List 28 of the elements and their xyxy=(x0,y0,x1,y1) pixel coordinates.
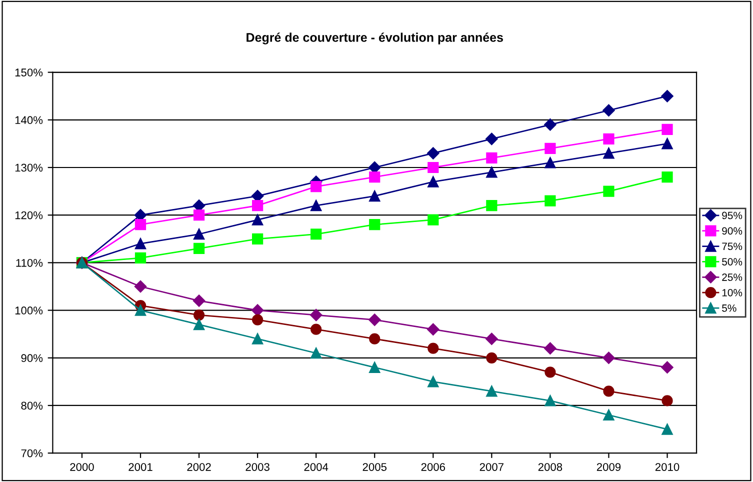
x-tick-label: 2008 xyxy=(538,463,562,471)
x-tick-label: 2001 xyxy=(128,463,152,471)
y-tick-label: 130% xyxy=(15,164,43,172)
y-tick-label: 140% xyxy=(15,116,43,124)
y-tick-label: 70% xyxy=(21,449,43,458)
chart-title: Degré de couverture - évolution par années xyxy=(246,32,503,44)
y-tick-label: 80% xyxy=(21,402,43,410)
legend-label: 75% xyxy=(722,242,742,250)
x-tick-label: 2004 xyxy=(304,463,328,471)
legend-label: 5% xyxy=(722,304,736,312)
y-tick-label: 120% xyxy=(15,211,43,220)
x-tick-label: 2002 xyxy=(187,463,211,471)
x-tick-label: 2003 xyxy=(246,463,270,471)
legend-label: 25% xyxy=(722,274,742,281)
x-tick-label: 2005 xyxy=(362,463,387,471)
y-tick-label: 150% xyxy=(15,68,43,76)
x-tick-label: 2007 xyxy=(480,463,504,471)
legend-label: 90% xyxy=(722,227,742,235)
y-tick-label: 110% xyxy=(16,258,43,267)
legend-label: 10% xyxy=(722,288,742,296)
x-tick-label: 2009 xyxy=(596,463,621,471)
x-tick-label: 2000 xyxy=(70,463,94,471)
y-tick-label: 100% xyxy=(15,306,43,314)
y-tick-label: 90% xyxy=(21,354,43,362)
legend-label: 95% xyxy=(722,212,742,220)
legend-label: 50% xyxy=(722,258,742,266)
x-tick-label: 2006 xyxy=(421,463,446,471)
x-tick-label: 2010 xyxy=(655,463,680,471)
